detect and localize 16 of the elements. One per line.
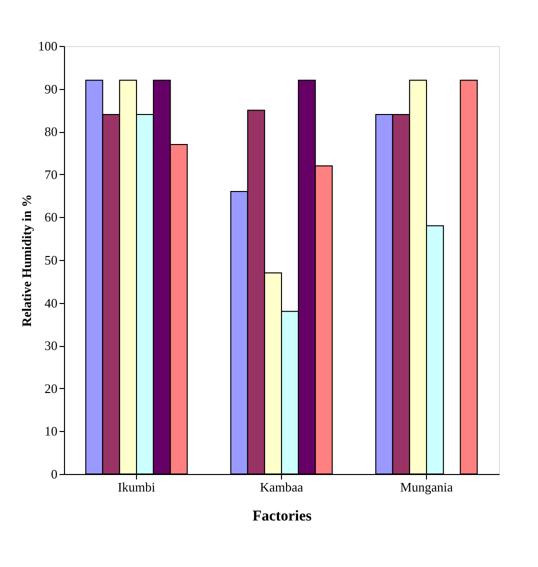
x-tick-label: Mungania xyxy=(400,480,454,494)
y-tick-label: 50 xyxy=(44,252,58,268)
y-tick-label: 80 xyxy=(44,124,58,140)
y-tick-label: 70 xyxy=(44,166,58,182)
x-tick-label: Ikumbi xyxy=(118,480,156,494)
y-axis-title: Relative Humidity in % xyxy=(19,194,34,327)
y-tick-label: 0 xyxy=(51,466,58,482)
y-tick-label: 100 xyxy=(38,38,58,54)
y-tick-label: 40 xyxy=(44,295,58,310)
y-tick-label: 20 xyxy=(44,380,58,396)
y-tick-label: 30 xyxy=(44,338,58,354)
y-tick-label: 10 xyxy=(44,424,58,439)
x-tick-label: Kambaa xyxy=(260,480,304,494)
x-axis-title: Factories xyxy=(252,508,312,524)
y-tick-label: 60 xyxy=(44,210,58,225)
y-tick-label: 90 xyxy=(44,81,58,96)
